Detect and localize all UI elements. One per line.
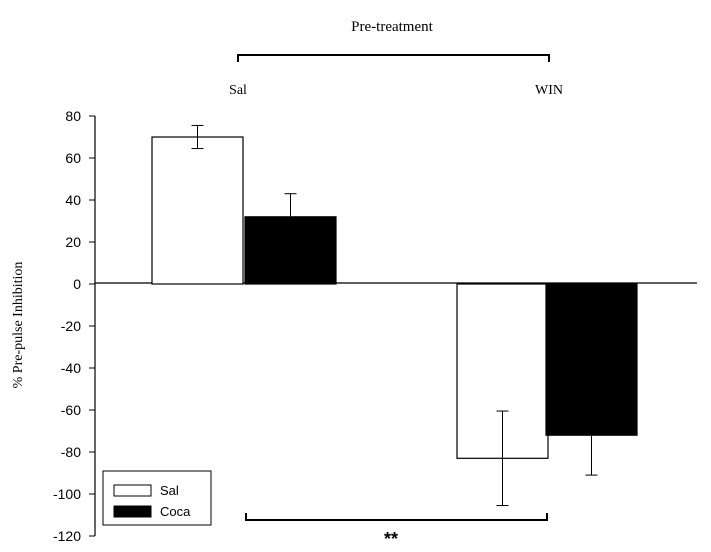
significance-bracket bbox=[245, 513, 548, 521]
y-tick-label: 80 bbox=[65, 108, 81, 124]
bar-sal-sal bbox=[151, 136, 244, 285]
significance-marker: ** bbox=[384, 529, 398, 549]
error-bar bbox=[496, 410, 509, 507]
y-tick-label: -60 bbox=[61, 402, 81, 418]
error-bar bbox=[284, 193, 297, 241]
y-tick-label: -100 bbox=[53, 486, 81, 502]
legend-swatch-coca bbox=[113, 505, 152, 518]
y-tick-label: 60 bbox=[65, 150, 81, 166]
pretreatment-bracket bbox=[237, 54, 550, 62]
error-bar bbox=[191, 124, 204, 150]
legend-label-sal: Sal bbox=[160, 483, 179, 498]
y-tick-label: -120 bbox=[53, 528, 81, 544]
group-label-sal: Sal bbox=[229, 83, 247, 98]
legend-label-coca: Coca bbox=[160, 504, 191, 519]
legend: Sal Coca bbox=[102, 470, 212, 526]
pretreatment-label: Pre-treatment bbox=[351, 19, 433, 35]
y-tick-label: -40 bbox=[61, 360, 81, 376]
y-axis-label: % Pre-pulse Inhibition bbox=[11, 262, 26, 389]
y-tick-label: 0 bbox=[73, 276, 81, 292]
group-label-win: WIN bbox=[535, 83, 563, 98]
bar-marks bbox=[151, 124, 638, 507]
y-tick-label: 20 bbox=[65, 234, 81, 250]
y-tick-label: -80 bbox=[61, 444, 81, 460]
legend-swatch-sal bbox=[113, 484, 152, 497]
y-tick-label: -20 bbox=[61, 318, 81, 334]
y-tick-label: 40 bbox=[65, 192, 81, 208]
error-bar bbox=[585, 394, 598, 476]
y-axis-ticks: 80 60 40 20 0 -20 -40 -60 -80 -100 -120 bbox=[53, 108, 95, 544]
